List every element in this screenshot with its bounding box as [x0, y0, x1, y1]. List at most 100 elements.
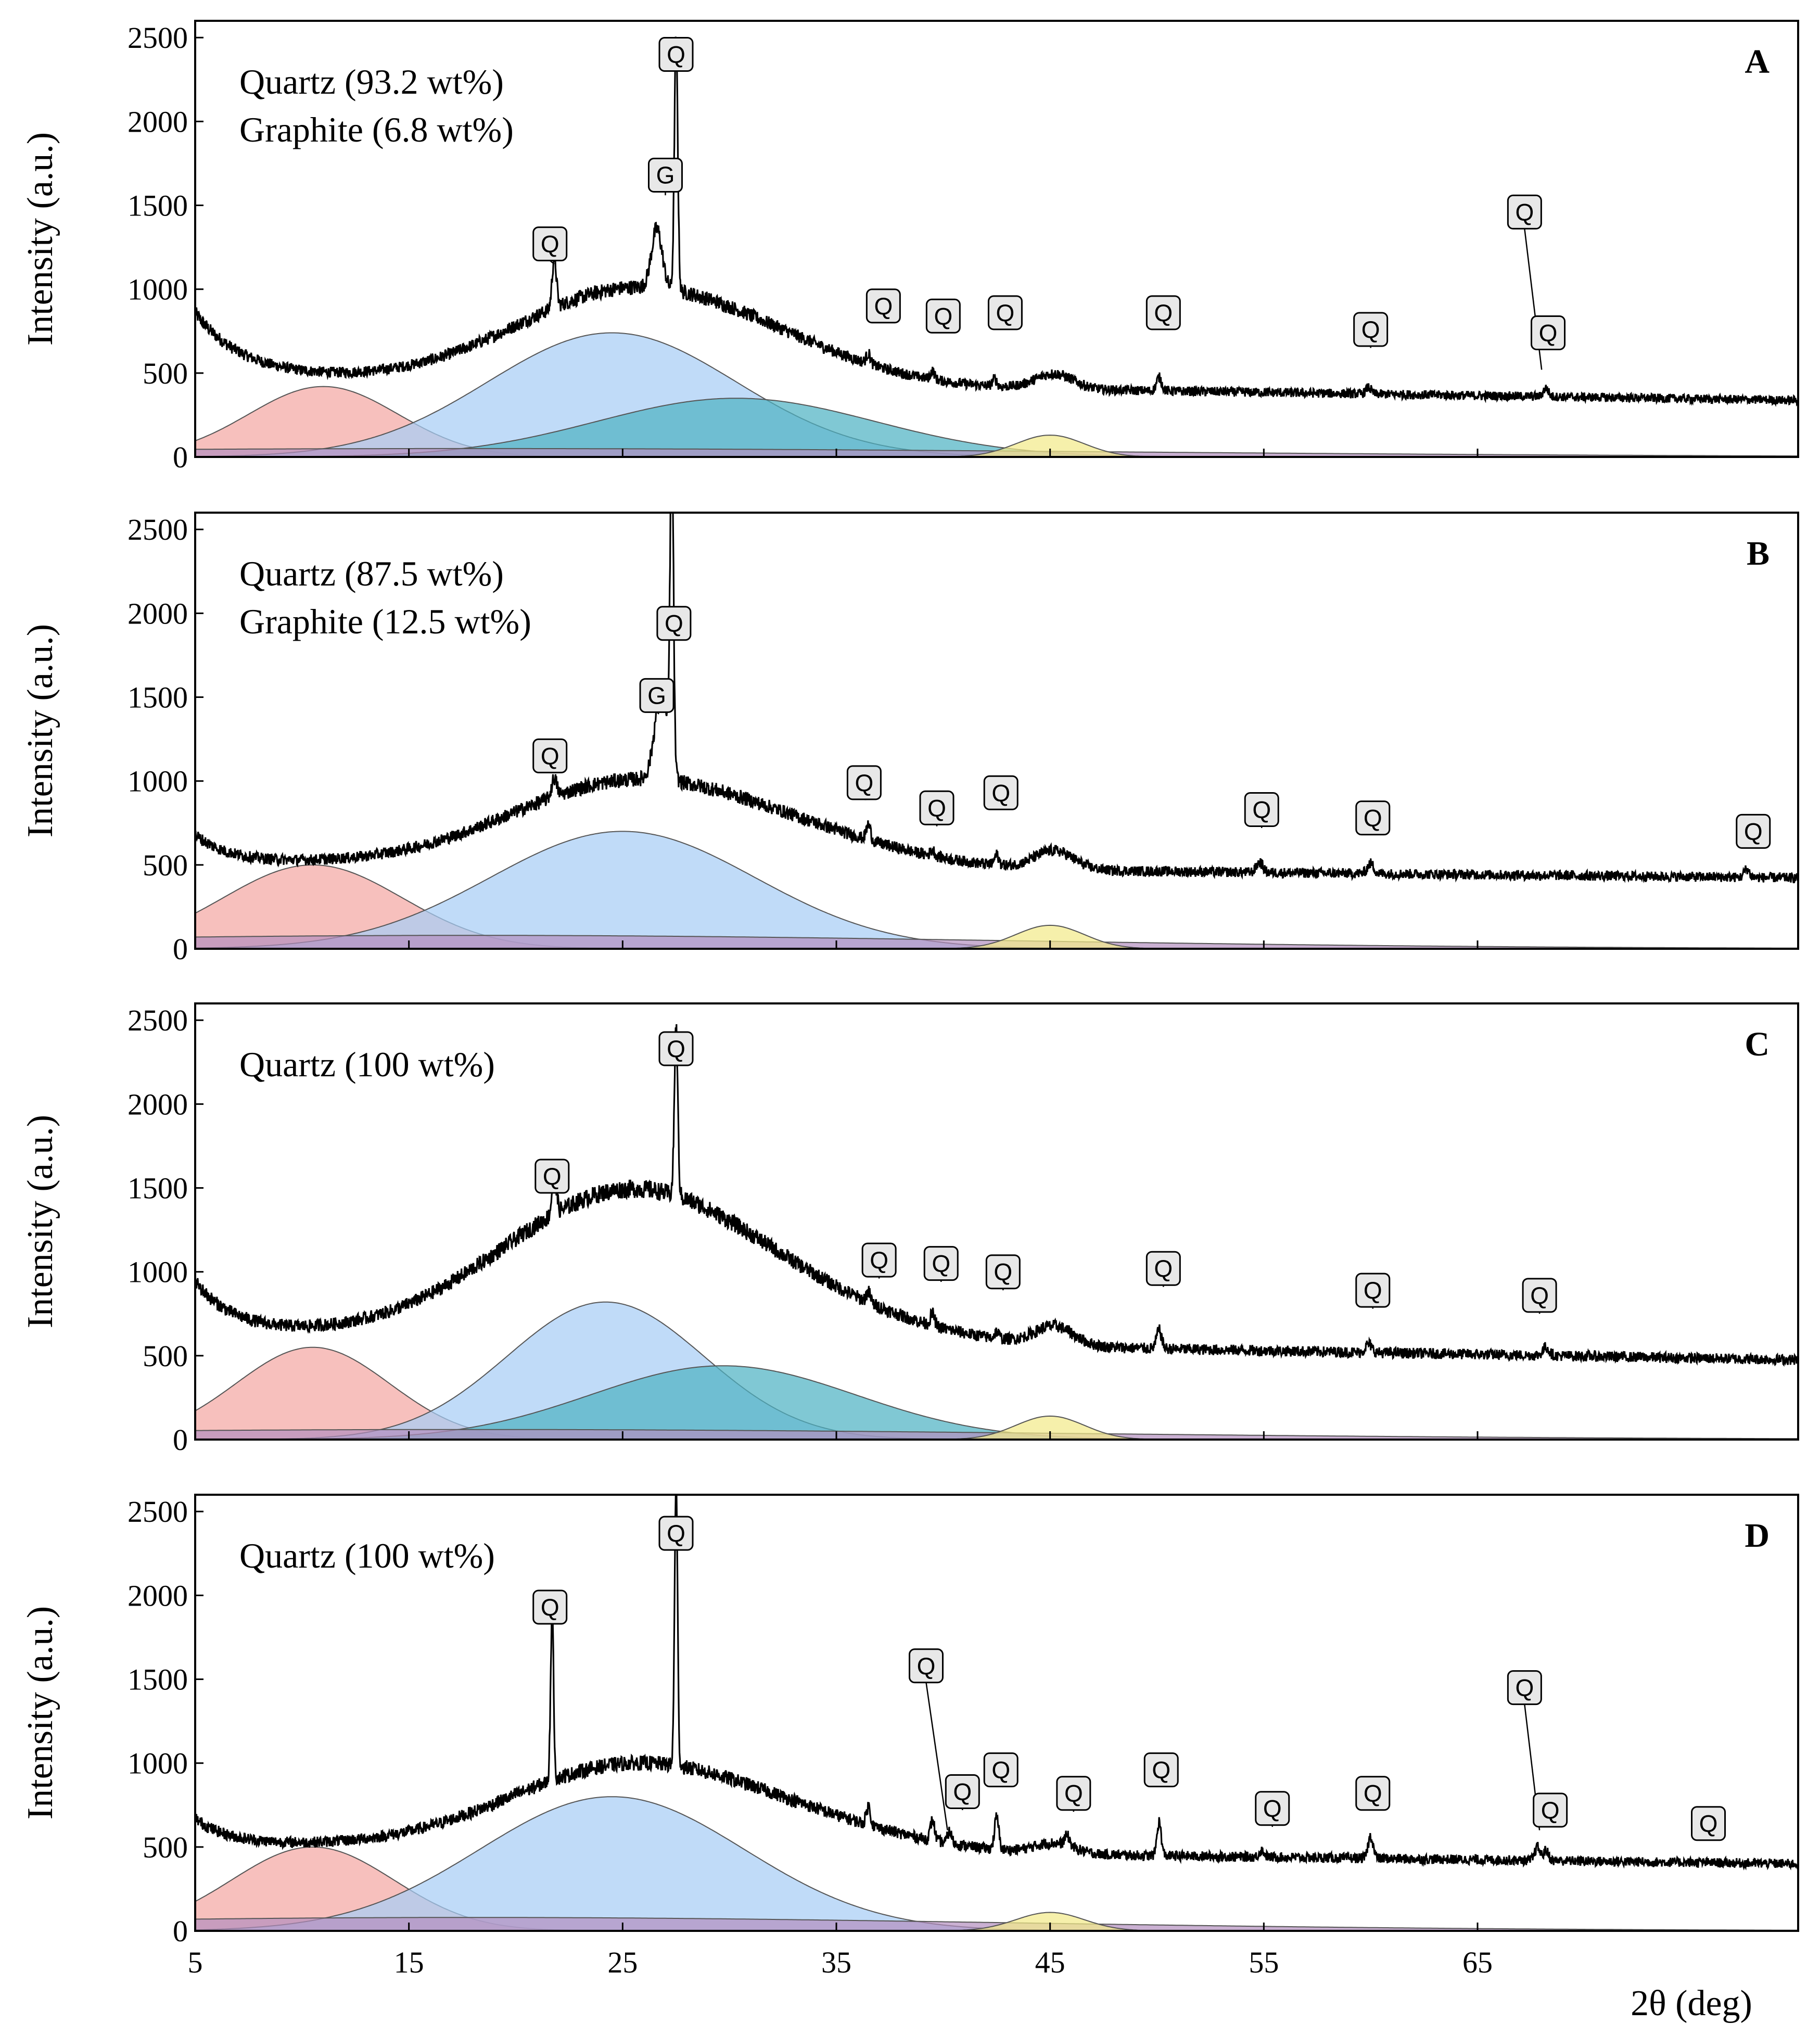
component-purple	[195, 1917, 1798, 1931]
peak-marker-label: Q	[1154, 299, 1173, 326]
peak-marker-label: Q	[1364, 805, 1382, 832]
y-tick-label: 500	[143, 357, 188, 390]
peak-marker-label: Q	[991, 779, 1010, 806]
x-tick-label: 25	[607, 1945, 638, 1979]
peak-marker: Q	[866, 288, 901, 324]
peak-marker-label: G	[656, 162, 675, 189]
peak-marker: Q	[658, 1031, 694, 1066]
panel-letter: C	[1745, 1025, 1770, 1063]
peak-marker-label: Q	[1744, 818, 1763, 845]
peak-marker-label: Q	[1364, 1277, 1382, 1304]
y-axis-title: Intensity (a.u.)	[20, 132, 60, 346]
composition-line: Quartz (100 wt%)	[239, 1536, 495, 1575]
peak-marker: Q	[983, 775, 1019, 810]
composition-line: Graphite (12.5 wt%)	[239, 602, 531, 641]
y-tick-label: 0	[173, 1914, 188, 1948]
peak-marker: Q	[987, 295, 1023, 330]
peak-marker-label: Q	[543, 1163, 562, 1190]
y-tick-label: 1000	[128, 765, 188, 798]
composition-line: Quartz (87.5 wt%)	[239, 554, 504, 593]
y-tick-label: 1500	[128, 1663, 188, 1697]
peak-marker-label: Q	[874, 292, 893, 320]
y-tick-label: 2500	[128, 21, 188, 55]
plot-frame	[194, 1002, 1799, 1441]
y-axis-title: Intensity (a.u.)	[20, 1115, 60, 1328]
peak-marker-label: Q	[1361, 316, 1380, 343]
component-yellow	[195, 435, 1798, 457]
x-axis-title: 2θ (deg)	[1631, 1983, 1752, 2024]
peak-marker: Q	[656, 606, 692, 641]
peak-marker: Q	[861, 1242, 897, 1279]
peak-marker-label: Q	[667, 41, 685, 68]
peak-marker: Q	[1531, 315, 1566, 350]
peak-marker-label: Q	[541, 231, 559, 258]
plot-frame	[194, 512, 1799, 950]
peak-marker: Q	[846, 765, 882, 800]
plot-frame	[194, 20, 1799, 458]
peak-marker-label: Q	[855, 769, 873, 796]
panel-d: 0 500 1000 1500 2000 2500 Intensity (a.u.) D Qua…	[20, 1494, 1799, 1948]
peak-marker-label: Q	[1263, 1795, 1282, 1822]
peak-marker: Q	[1355, 800, 1391, 836]
peak-marker-label: Q	[1530, 1282, 1549, 1309]
y-tick-label: 1000	[128, 273, 188, 307]
peak-marker: G	[647, 158, 683, 196]
y-tick-label: 500	[143, 1830, 188, 1864]
y-axis-title: Intensity (a.u.)	[20, 1606, 60, 1819]
peak-marker-label: Q	[665, 610, 683, 637]
composition-line: Quartz (93.2 wt%)	[239, 62, 504, 101]
y-tick-label: 1500	[128, 1172, 188, 1205]
peak-marker-label: Q	[934, 302, 952, 329]
y-tick-label: 500	[143, 848, 188, 882]
peak-marker: Q	[1507, 194, 1543, 370]
peak-marker-label: Q	[1515, 1674, 1534, 1701]
peak-marker-label: Q	[953, 1778, 972, 1805]
peak-marker-label: G	[647, 682, 666, 709]
y-tick-label: 1000	[128, 1747, 188, 1780]
peak-marker: Q	[1255, 1791, 1290, 1827]
peak-marker-label: Q	[1154, 1255, 1173, 1282]
peak-marker: Q	[1146, 1251, 1181, 1287]
peak-marker: Q	[658, 1516, 694, 1551]
peak-marker: Q	[1056, 1776, 1091, 1812]
component-yellow	[195, 1912, 1798, 1931]
peak-marker: Q	[1736, 813, 1771, 849]
y-tick-label: 2000	[128, 596, 188, 630]
peak-marker-label: Q	[932, 1250, 950, 1277]
x-tick-label: 5	[188, 1945, 203, 1979]
component-blue	[195, 831, 1798, 949]
peak-marker: Q	[1355, 1272, 1391, 1309]
y-tick-label: 1500	[128, 681, 188, 715]
y-tick-label: 0	[173, 1423, 188, 1457]
peak-marker: Q	[1691, 1806, 1726, 1841]
xrd-trace	[195, 36, 1798, 407]
peak-marker: Q	[1146, 295, 1181, 330]
y-tick-label: 1500	[128, 189, 188, 223]
peak-marker: Q	[923, 1246, 959, 1282]
peak-marker-label: Q	[917, 1652, 936, 1679]
peak-marker: Q	[945, 1774, 980, 1810]
y-tick-label: 2500	[128, 1003, 188, 1037]
x-tick-label: 35	[821, 1945, 851, 1979]
y-tick-label: 2500	[128, 1495, 188, 1529]
y-tick-label: 0	[173, 440, 188, 474]
peak-marker: Q	[532, 738, 568, 773]
peak-marker: Q	[908, 1648, 948, 1830]
y-tick-label: 2000	[128, 1579, 188, 1612]
peak-marker: Q	[658, 36, 694, 72]
peak-marker-label: Q	[1252, 796, 1271, 823]
peak-marker-label: Q	[541, 1594, 559, 1621]
y-tick-label: 500	[143, 1339, 188, 1373]
xrd-trace	[195, 513, 1798, 884]
panel-letter: B	[1747, 535, 1770, 572]
peak-marker-label: Q	[994, 1258, 1012, 1286]
peak-marker: Q	[919, 790, 954, 826]
panel-letter: A	[1745, 43, 1770, 81]
peak-marker-label: Q	[541, 742, 559, 769]
panel-b: 0 500 1000 1500 2000 2500 Intensity (a.u.) B Qua…	[20, 512, 1799, 966]
component-blue	[195, 1301, 1798, 1440]
y-axis-title: Intensity (a.u.)	[20, 624, 60, 837]
peak-marker: Q	[1355, 1776, 1391, 1811]
composition-line: Quartz (100 wt%)	[239, 1045, 495, 1084]
